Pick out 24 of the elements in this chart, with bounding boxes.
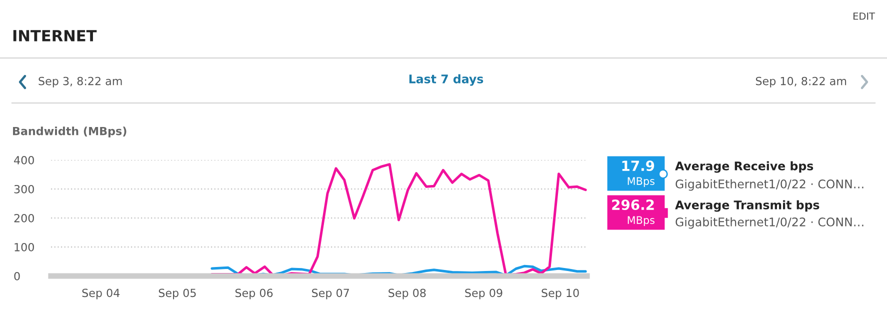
y-axis-title: Bandwidth (MBps) <box>13 126 126 138</box>
y-tick-label: 0 <box>14 272 20 280</box>
x-tick-label: Sep 06 <box>235 288 273 300</box>
y-tick-label: 400 <box>14 156 34 164</box>
legend-label: Average Receive bps <box>675 161 814 173</box>
text: GigabitEthernet1/0/22 · CONN… <box>676 217 864 229</box>
y-tick-label: 100 <box>14 242 34 252</box>
x-tick-label: Sep 08 <box>388 288 426 300</box>
text: 17.9 MBps <box>622 160 654 188</box>
text: EDIT <box>854 12 876 20</box>
chart-title: INTERNET <box>13 30 97 42</box>
x-tick-label: Sep 04 <box>82 288 120 300</box>
text: Sep 3, 8:22 am <box>38 76 122 88</box>
x-tick-label: Sep 05 <box>158 288 196 300</box>
x-tick-label: Sep 07 <box>312 288 349 300</box>
text: GigabitEthernet1/0/22 · CONN… <box>676 179 864 191</box>
y-tick-label: 200 <box>14 214 34 222</box>
x-tick-label: Sep 09 <box>465 288 502 300</box>
text: Sep 10, 8:22 am <box>756 76 846 88</box>
x-tick-label: Sep 10 <box>542 288 579 300</box>
text: Last 7 days <box>409 74 484 86</box>
legend-label: Average Transmit bps <box>675 200 820 212</box>
text: 296.2 MBps <box>612 200 654 226</box>
y-tick-label: 300 <box>14 184 34 194</box>
